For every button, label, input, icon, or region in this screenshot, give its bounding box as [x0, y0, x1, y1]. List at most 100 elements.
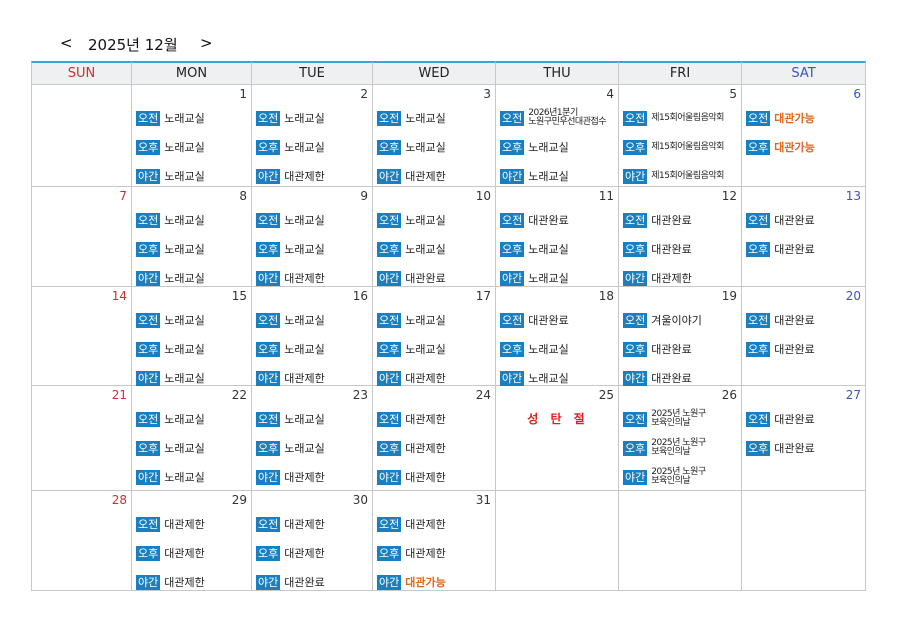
prev-month[interactable]: < — [60, 34, 73, 52]
entry-text: 노래교실 — [405, 242, 446, 256]
time-badge: 오후 — [256, 241, 281, 257]
schedule-entry: 오후 대관완료 — [746, 436, 863, 460]
schedule-entry: 오후 대관제한 — [377, 541, 493, 565]
schedule-entry: 오후 노래교실 — [377, 135, 493, 159]
day-number: 2 — [360, 87, 368, 101]
entry-text: 대관제한 — [164, 546, 205, 560]
entry-text: 대관완료 — [651, 342, 692, 356]
day-number: 8 — [239, 189, 247, 203]
entry-text: 노래교실 — [164, 242, 205, 256]
schedule-entry: 오후 노래교실 — [500, 337, 616, 361]
entry-text: 대관완료 — [651, 371, 692, 385]
time-badge: 오후 — [377, 241, 402, 257]
day-cell: 31 오전 대관제한 오후 대관제한 야간 대관가능 — [373, 491, 496, 591]
time-badge: 오전 — [136, 110, 161, 126]
time-badge: 야간 — [256, 270, 281, 286]
time-badge: 야간 — [256, 469, 281, 485]
schedule-entry: 야간 대관제한 — [256, 465, 370, 489]
entry-text: 대관완료 — [774, 412, 815, 426]
entry-text: 대관완료 — [774, 242, 815, 256]
day-number: 22 — [231, 388, 247, 402]
month-title: 2025년 12월 — [88, 36, 178, 54]
weekday-header: SAT — [742, 61, 866, 85]
day-number: 18 — [598, 289, 614, 303]
day-number: 26 — [721, 388, 737, 402]
entry-text: 겨울이야기 — [651, 313, 702, 327]
entry-text: 노래교실 — [164, 412, 205, 426]
schedule-entry: 오전 대관완료 — [500, 308, 616, 332]
time-badge: 오전 — [746, 110, 771, 126]
time-badge: 오전 — [500, 110, 525, 126]
time-badge: 오후 — [256, 440, 281, 456]
time-badge: 오전 — [256, 212, 281, 228]
next-month[interactable]: > — [200, 34, 213, 52]
schedule-entry: 야간 대관제한 — [623, 266, 739, 290]
schedule-entry: 야간 대관제한 — [256, 366, 370, 390]
entry-text: 대관제한 — [405, 169, 446, 183]
entry-text: 노래교실 — [164, 140, 205, 154]
time-badge: 야간 — [256, 370, 281, 386]
day-cell: 17 오전 노래교실 오후 노래교실 야간 대관제한 — [373, 287, 496, 386]
entry-text: 노래교실 — [284, 342, 325, 356]
time-badge: 오전 — [256, 411, 281, 427]
time-badge: 오전 — [136, 212, 161, 228]
time-badge: 오전 — [623, 411, 648, 427]
entry-text: 2025년 노원구 보육인의날 — [651, 438, 706, 457]
day-number: 16 — [352, 289, 368, 303]
time-badge: 야간 — [623, 370, 648, 386]
entry-text: 노래교실 — [405, 111, 446, 125]
time-badge: 야간 — [136, 469, 161, 485]
schedule-entry: 야간 2025년 노원구 보육인의날 — [623, 465, 739, 489]
day-cell: 21 — [31, 386, 132, 491]
schedule-entry: 오전 대관완료 — [500, 208, 616, 232]
schedule-entry: 오전 노래교실 — [377, 208, 493, 232]
day-number: 20 — [845, 289, 861, 303]
entry-text: 대관제한 — [284, 546, 325, 560]
entry-text: 대관완료 — [651, 213, 692, 227]
day-cell: 10 오전 노래교실 오후 노래교실 야간 대관완료 — [373, 187, 496, 287]
entry-text: 제15회어울림음악회 — [651, 141, 724, 152]
time-badge: 오전 — [377, 411, 402, 427]
schedule-entry: 야간 대관제한 — [136, 570, 249, 594]
time-badge: 오전 — [256, 312, 281, 328]
entry-text: 대관제한 — [284, 470, 325, 484]
schedule-entry: 오후 노래교실 — [377, 337, 493, 361]
schedule-entry: 오전 노래교실 — [256, 106, 370, 130]
day-cell: 30 오전 대관제한 오후 대관제한 야간 대관완료 — [252, 491, 373, 591]
time-badge: 오후 — [500, 241, 525, 257]
schedule-entry: 오후 대관제한 — [136, 541, 249, 565]
entry-text: 대관완료 — [774, 213, 815, 227]
schedule-entry: 야간 대관완료 — [377, 266, 493, 290]
entry-text: 대관완료 — [774, 342, 815, 356]
time-badge: 오후 — [136, 139, 161, 155]
entry-text: 노래교실 — [528, 169, 569, 183]
entry-text: 제15회어울림음악회 — [651, 170, 724, 181]
schedule-entry: 오후 노래교실 — [256, 135, 370, 159]
entry-text: 노래교실 — [164, 342, 205, 356]
day-cell — [619, 491, 742, 591]
day-number: 24 — [475, 388, 491, 402]
schedule-entry: 오후 대관제한 — [377, 436, 493, 460]
entry-text: 노래교실 — [284, 441, 325, 455]
entry-text: 노래교실 — [528, 140, 569, 154]
entry-text: 노래교실 — [164, 213, 205, 227]
entry-text: 노래교실 — [164, 271, 205, 285]
schedule-entry: 오전 겨울이야기 — [623, 308, 739, 332]
schedule-entry: 오후 대관완료 — [623, 337, 739, 361]
schedule-entry: 야간 노래교실 — [136, 465, 249, 489]
day-number: 31 — [475, 493, 491, 507]
schedule-entry: 오전 노래교실 — [256, 208, 370, 232]
time-badge: 야간 — [136, 574, 161, 590]
entry-text: 노래교실 — [164, 111, 205, 125]
schedule-entry: 야간 노래교실 — [500, 266, 616, 290]
schedule-entry: 오전 대관제한 — [256, 512, 370, 536]
time-badge: 오후 — [623, 139, 648, 155]
entry-text: 대관제한 — [284, 271, 325, 285]
entry-text: 대관제한 — [164, 517, 205, 531]
day-cell: 6 오전 대관가능 오후 대관가능 — [742, 85, 866, 187]
entry-text: 대관제한 — [284, 169, 325, 183]
schedule-entry: 오후 2025년 노원구 보육인의날 — [623, 436, 739, 460]
entry-text: 2025년 노원구 보육인의날 — [651, 467, 706, 486]
time-badge: 오전 — [623, 212, 648, 228]
time-badge: 오전 — [500, 312, 525, 328]
